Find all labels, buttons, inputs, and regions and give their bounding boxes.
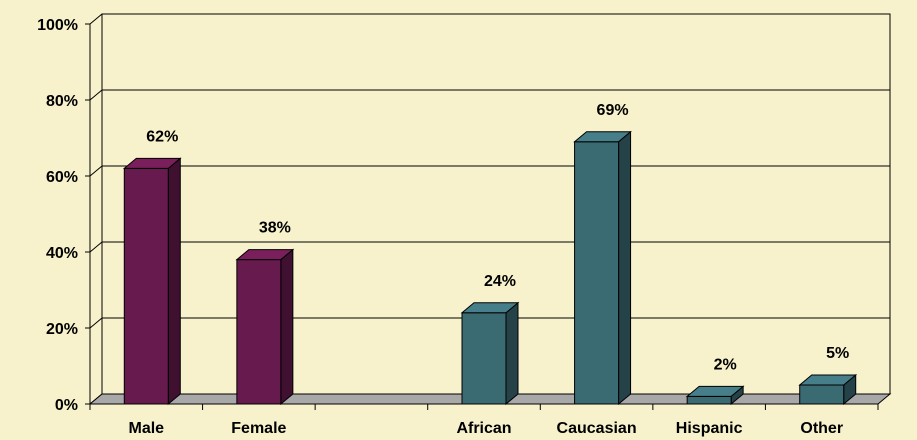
x-tick-label: Male — [128, 420, 164, 437]
y-tick-label: 20% — [46, 321, 78, 338]
x-tick-label: Hispanic — [676, 420, 743, 437]
bar-top — [460, 302, 520, 314]
bar-top — [798, 374, 858, 386]
data-label: 5% — [826, 345, 849, 362]
x-tick-label: African — [456, 420, 511, 437]
bar — [236, 259, 282, 405]
data-label: 38% — [259, 220, 291, 237]
bar-side — [167, 157, 181, 406]
bar — [123, 167, 169, 405]
gridline-slant — [89, 241, 103, 253]
x-tick-label: Caucasian — [557, 420, 637, 437]
gridline-slant — [89, 89, 103, 101]
data-label: 69% — [597, 102, 629, 119]
x-tick-label: Female — [231, 420, 286, 437]
bar-side — [618, 130, 632, 406]
bar — [799, 384, 845, 405]
y-tick-label: 0% — [55, 397, 78, 414]
bar-top — [235, 249, 295, 261]
y-tick-label: 80% — [46, 93, 78, 110]
bar-top — [573, 131, 632, 143]
gridline-slant — [89, 165, 103, 177]
bar-top — [122, 157, 182, 169]
bar — [686, 395, 732, 405]
bar-side — [280, 248, 294, 406]
bar — [574, 141, 620, 405]
y-tick-label: 100% — [37, 17, 78, 34]
bar-top — [685, 385, 745, 397]
data-label: 2% — [714, 356, 737, 373]
gridline-slant — [89, 317, 103, 329]
data-label: 62% — [146, 128, 178, 145]
data-label: 24% — [484, 273, 516, 290]
bar-side — [505, 301, 519, 406]
y-tick-label: 60% — [46, 169, 78, 186]
bar — [461, 312, 507, 405]
gridline-slant — [89, 13, 103, 25]
x-tick-label: Other — [800, 420, 843, 437]
y-tick-label: 40% — [46, 245, 78, 262]
